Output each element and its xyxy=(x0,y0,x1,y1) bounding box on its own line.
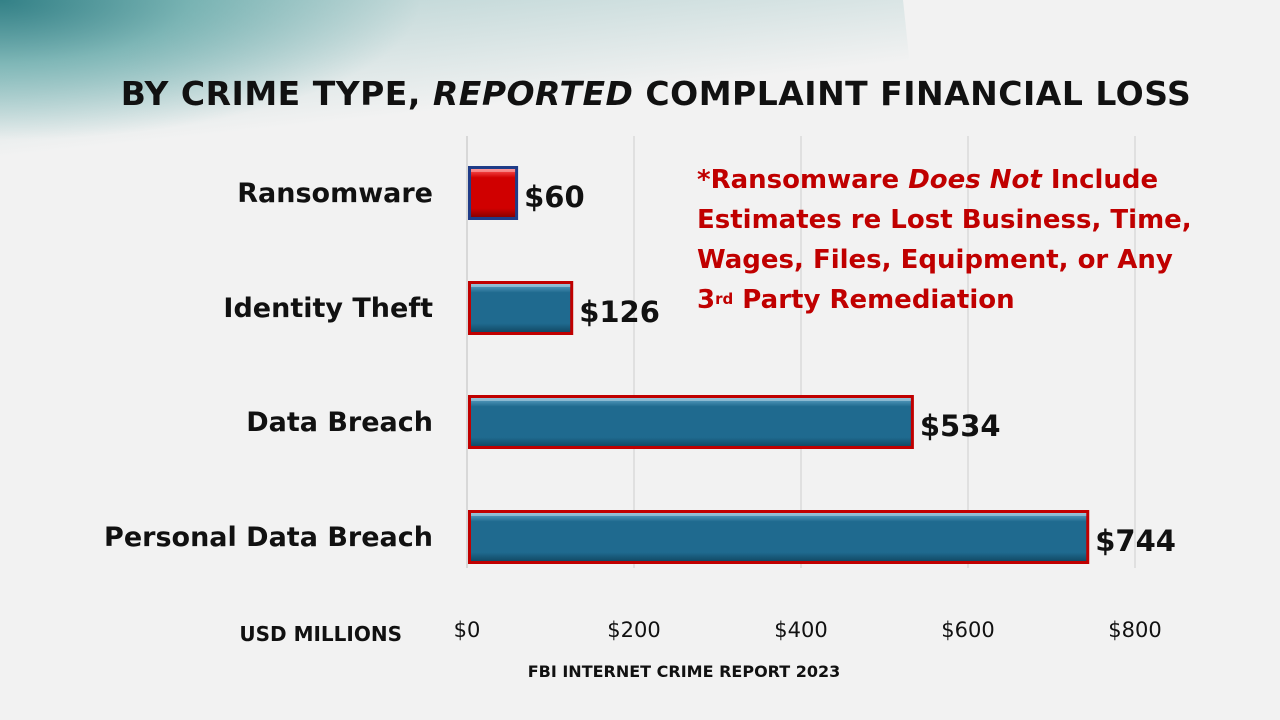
ransomware-note: *Ransomware Does Not Include Estimates r… xyxy=(697,160,1217,323)
bar-highlight xyxy=(471,513,1087,516)
category-label: Identity Theft xyxy=(223,293,433,324)
value-label: $744 xyxy=(1095,524,1176,558)
bar xyxy=(471,513,1087,561)
chart-bars xyxy=(468,166,1090,564)
bar-highlight xyxy=(471,284,571,287)
chart-gridlines xyxy=(466,136,1136,568)
bar-highlight xyxy=(471,398,911,401)
x-tick-label: $200 xyxy=(607,618,660,642)
category-label: Personal Data Breach xyxy=(104,522,433,553)
chart-title: BY CRIME TYPE, REPORTED COMPLAINT FINANC… xyxy=(120,74,1192,113)
bar-ransomware xyxy=(471,169,516,217)
value-label: $60 xyxy=(524,180,585,214)
value-label: $126 xyxy=(579,295,660,329)
x-tick-label: $400 xyxy=(774,618,827,642)
bar xyxy=(471,398,911,446)
source-caption: FBI INTERNET CRIME REPORT 2023 xyxy=(527,662,841,681)
chart-labels: $0 $200 $400 $600 $800 Ransomware $60 Identity … xyxy=(104,178,1176,642)
note-line-3: Wages, Files, Equipment, or Any xyxy=(697,245,1173,275)
value-label: $534 xyxy=(920,409,1001,443)
x-tick-label: $600 xyxy=(941,618,994,642)
note-line-4: 3rd Party Remediation xyxy=(697,285,1015,315)
note-line-1: *Ransomware Does Not Include xyxy=(697,165,1159,195)
background-bottom-gradient xyxy=(0,420,1280,720)
x-tick-label: $800 xyxy=(1108,618,1161,642)
category-label: Ransomware xyxy=(237,178,433,209)
x-tick-label: $0 xyxy=(454,618,481,642)
bar xyxy=(471,284,571,332)
x-axis-label: USD MILLIONS xyxy=(239,622,402,646)
bar-highlight xyxy=(471,169,516,172)
category-label: Data Breach xyxy=(246,407,433,438)
note-line-2: Estimates re Lost Business, Time, xyxy=(697,205,1192,235)
